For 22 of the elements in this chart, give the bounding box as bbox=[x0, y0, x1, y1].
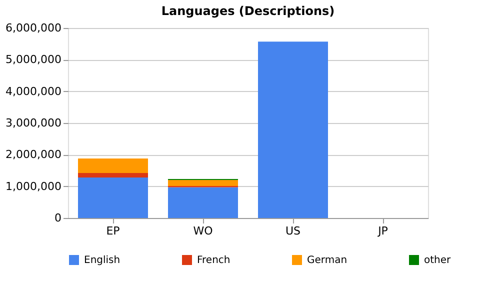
legend-label: French bbox=[197, 255, 230, 266]
legend-label: other bbox=[424, 255, 452, 266]
y-tick-label: 4,000,000 bbox=[6, 84, 62, 98]
bar bbox=[258, 42, 328, 218]
chart-title: Languages (Descriptions) bbox=[161, 4, 335, 18]
legend-label: English bbox=[84, 255, 120, 266]
bar bbox=[78, 173, 148, 178]
bar bbox=[168, 187, 238, 218]
y-tick-label: 2,000,000 bbox=[6, 148, 62, 162]
x-tick-label: JP bbox=[377, 224, 388, 238]
y-tick-label: 5,000,000 bbox=[6, 53, 62, 66]
legend-label: German bbox=[307, 255, 348, 266]
bar bbox=[78, 177, 148, 218]
y-tick-label: 3,000,000 bbox=[6, 116, 62, 130]
y-tick-label: 6,000,000 bbox=[6, 22, 62, 34]
x-tick-label: WO bbox=[193, 224, 214, 238]
y-tick-label: 0 bbox=[54, 212, 62, 224]
x-tick-label: EP bbox=[106, 224, 120, 238]
bar bbox=[168, 180, 238, 186]
y-tick-label: 1,000,000 bbox=[6, 180, 62, 193]
x-tick-label: US bbox=[285, 224, 301, 238]
bar bbox=[78, 158, 148, 174]
